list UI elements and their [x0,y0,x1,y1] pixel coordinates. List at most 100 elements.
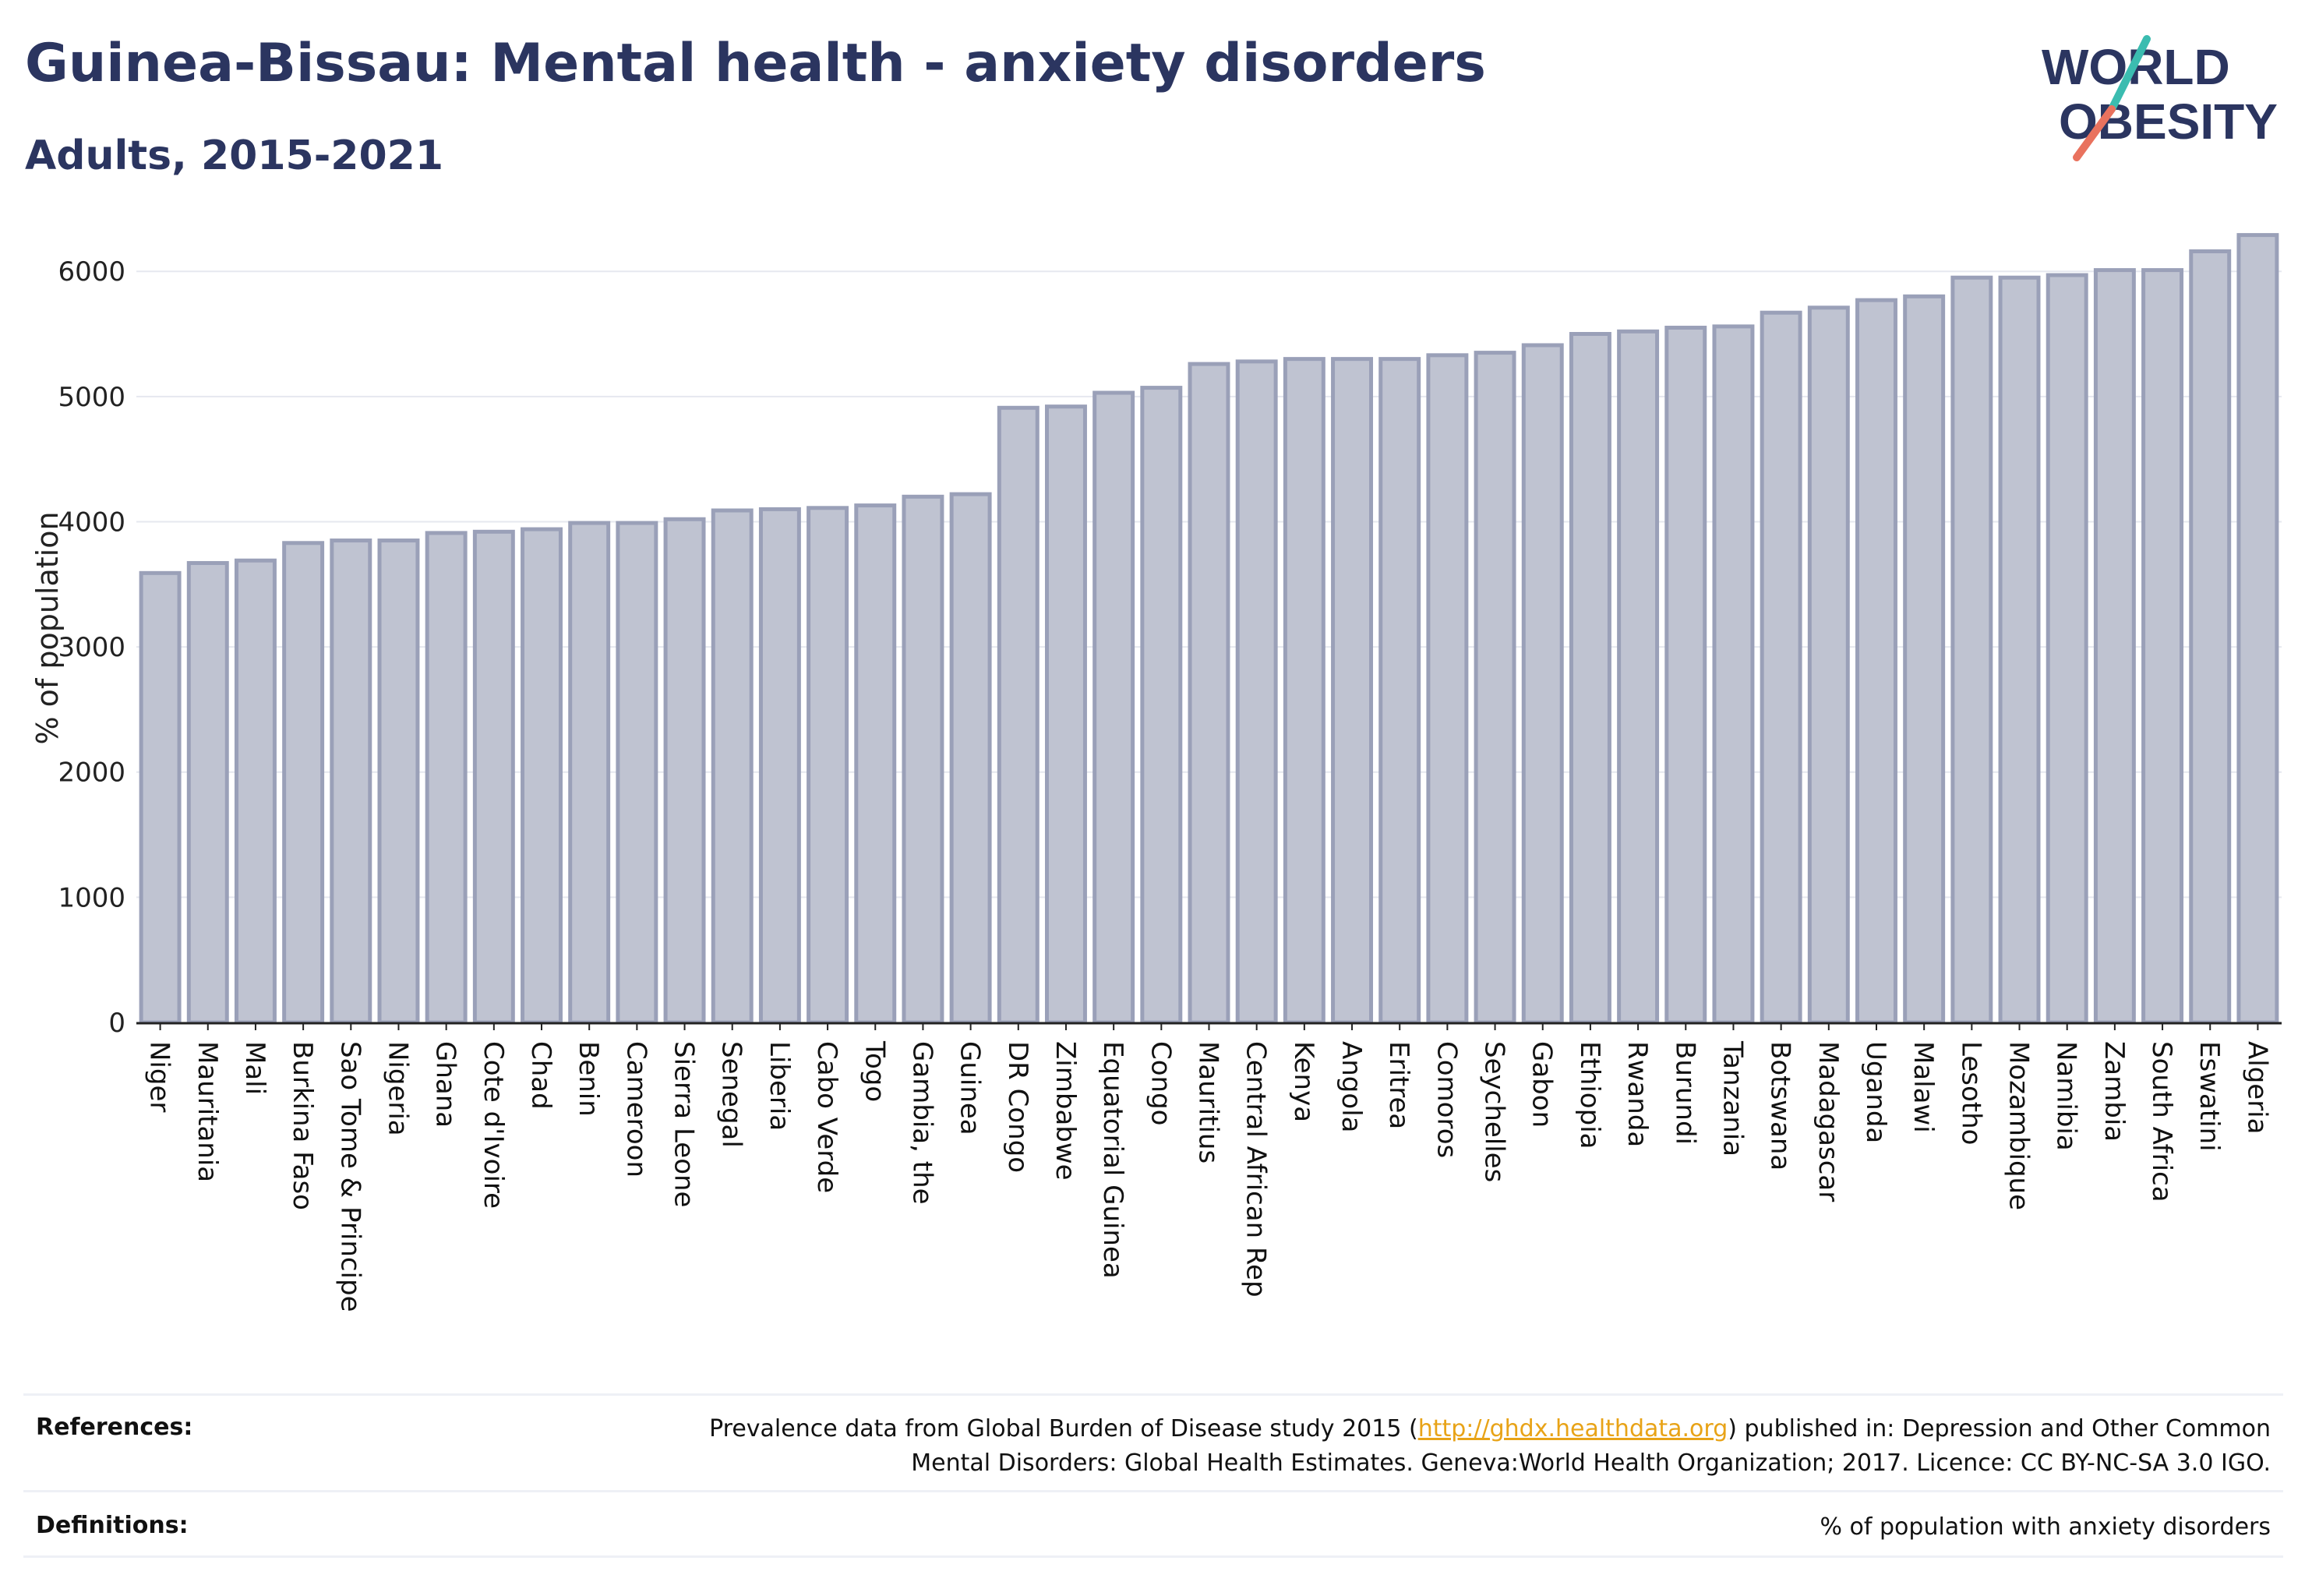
x-tick-label: South Africa [2146,1041,2177,1202]
bar [425,531,468,1025]
logo-line2: OBESITY [2059,94,2278,150]
x-tick-label: DR Congo [1002,1041,1033,1173]
x-tick-label: Chad [525,1041,556,1110]
bar [1378,357,1421,1025]
x-tick-label: Seychelles [1479,1041,1510,1182]
x-tick-label: Ethiopia [1574,1041,1605,1149]
bar [1235,359,1278,1025]
bar [568,521,611,1025]
references-line2: Mental Disorders: Global Health Estimate… [911,1449,2271,1477]
x-tick-label: Lesotho [1955,1041,1986,1145]
definitions-label: Definitions: [36,1512,189,1539]
y-tick-label: 3000 [58,632,125,663]
x-tick-label: Eritrea [1383,1041,1414,1129]
bar [1044,404,1087,1025]
x-tick-label: Gabon [1527,1041,1558,1128]
definitions-text: % of population with anxiety disorders [1820,1513,2271,1541]
bar [1807,305,1850,1025]
x-tick-label: Tanzania [1717,1040,1748,1156]
bar [2189,249,2232,1025]
x-tick-label: Zambia [2099,1041,2130,1142]
y-tick-label: 5000 [58,382,125,413]
bar [2236,233,2279,1025]
x-tick-label: Guinea [955,1041,986,1135]
x-tick-label: Madagascar [1813,1041,1844,1202]
bar [234,558,277,1025]
divider-bottom [23,1555,2283,1558]
references-text-after: ) published in: Depression and Other Com… [1728,1415,2271,1442]
bar [521,527,563,1025]
bar [854,503,897,1025]
x-tick-label: Niger [144,1041,175,1112]
logo-slash-coral [2073,105,2116,161]
bar [997,405,1040,1025]
references-link[interactable]: http://ghdx.healthdata.org [1417,1415,1728,1442]
bar [1140,386,1183,1025]
y-tick-label: 0 [108,1008,125,1039]
x-tick-label: Mauritius [1193,1041,1224,1163]
bar [1188,362,1230,1025]
x-tick-label: Central African Rep [1241,1041,1272,1298]
x-tick-label: Mauritania [192,1041,223,1182]
y-tick-label: 6000 [58,256,125,288]
bar [1855,298,1897,1025]
y-tick-label: 2000 [58,757,125,789]
definitions-section: Definitions: % of population with anxiet… [23,1496,2283,1551]
bar [1092,390,1135,1025]
bar [663,517,706,1025]
divider-top [23,1393,2283,1396]
x-tick-label: Uganda [1860,1041,1891,1143]
x-tick-label: Botswana [1765,1041,1796,1171]
x-tick-label: Equatorial Guinea [1097,1041,1128,1279]
x-tick-label: Congo [1145,1041,1176,1125]
x-tick-label: Zimbabwe [1050,1041,1081,1181]
x-tick-label: Gambia, the [906,1041,937,1205]
references-section: References: Prevalence data from Global … [23,1403,2283,1488]
chart-title: Guinea-Bissau: Mental health - anxiety d… [25,33,1486,94]
references-text: Prevalence data from Global Burden of Di… [478,1412,2271,1481]
x-tick-label: Angola [1336,1041,1367,1132]
references-label: References: [36,1414,193,1441]
bar [1474,351,1516,1025]
bar [711,508,754,1025]
x-tick-label: Rwanda [1622,1041,1653,1147]
bar [949,492,992,1025]
x-tick-label: Ghana [430,1041,461,1128]
x-tick-label: Kenya [1288,1041,1319,1122]
x-tick-label: Cote d'Ivoire [478,1041,509,1209]
x-tick-label: Algeria [2241,1041,2272,1134]
x-tick-label: Mozambique [2003,1041,2035,1210]
bar [1712,324,1755,1025]
bar [1426,353,1469,1025]
bar [1950,275,1993,1025]
world-obesity-logo: WORLD OBESITY [2042,35,2278,161]
bar [282,541,325,1025]
references-text-before: Prevalence data from Global Burden of Di… [709,1415,1418,1442]
bar [1521,343,1564,1025]
x-tick-label: Benin [573,1041,604,1117]
x-tick-label: Nigeria [382,1041,413,1136]
bar-chart: 0 1000 2000 3000 4000 5000 6000 % of population… [30,233,2282,1312]
bar [902,494,944,1025]
x-tick-label: Cabo Verde [811,1041,842,1193]
x-tick-label: Liberia [764,1041,795,1131]
x-tick-label: Sierra Leone [669,1041,700,1207]
x-tick-label: Senegal [716,1041,747,1148]
bar [1331,357,1374,1025]
bar [807,506,849,1025]
bar [377,538,420,1025]
bar [616,521,658,1025]
y-tick-label: 4000 [58,507,125,538]
x-tick-label: Eswatini [2194,1041,2225,1152]
bar [139,570,182,1025]
bar [330,538,372,1025]
bar [1664,325,1707,1025]
bar [1903,294,1946,1025]
x-tick-label: Togo [859,1040,890,1102]
divider-middle [23,1490,2283,1492]
x-tick-label: Sao Tome & Principe [334,1041,365,1312]
bar [186,560,229,1025]
x-tick-label: Burundi [1669,1041,1700,1145]
bar [2141,268,2184,1025]
x-tick-label: Malawi [1908,1041,1939,1133]
